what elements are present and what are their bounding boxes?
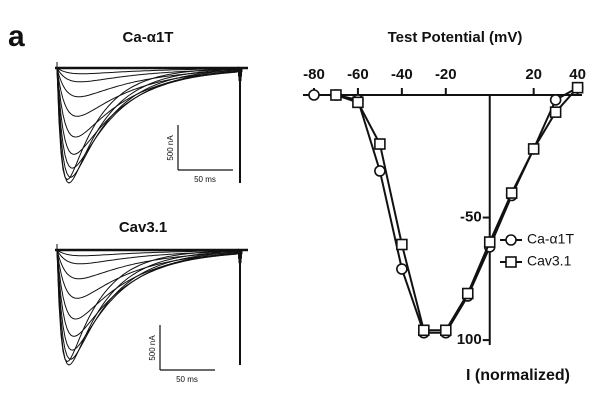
panel-label: a: [8, 20, 25, 53]
data-point: [527, 143, 540, 155]
current-trace: [56, 244, 248, 360]
x-axis-title: Test Potential (mV): [388, 29, 523, 46]
data-point: [396, 263, 408, 275]
legend-label: Cav3.1: [527, 253, 572, 269]
x-tick-label: -80: [303, 66, 325, 83]
y-tick-label: -50: [460, 209, 482, 226]
data-point: [571, 81, 584, 94]
data-point: [549, 94, 562, 106]
data-point: [330, 89, 342, 101]
current-trace: [56, 244, 248, 337]
current-trace: [56, 244, 248, 366]
legend-label: Ca-α1T: [527, 231, 574, 247]
x-tick-label: -20: [435, 66, 457, 83]
current-trace: [56, 62, 248, 155]
scale-label: 500 nA: [166, 135, 175, 161]
current-trace: [56, 62, 248, 178]
data-point: [352, 96, 364, 109]
iv-plot: -80 -60 -40 -20 20 40 -50 100 Ca-α1T Cav3.1: [303, 66, 586, 348]
current-trace: [56, 244, 248, 269]
data-point: [374, 165, 386, 177]
scale-label: 50 ms: [194, 175, 216, 184]
data-point: [549, 106, 562, 118]
series-line: [314, 86, 579, 334]
current-trace: [56, 244, 248, 363]
legend-marker: [505, 234, 517, 246]
y-tick-label: 100: [457, 331, 482, 348]
data-point: [483, 236, 496, 248]
data-point: [439, 324, 452, 337]
data-point: [396, 238, 408, 251]
x-tick-label: 40: [569, 66, 586, 83]
data-point: [308, 89, 320, 101]
current-trace: [56, 62, 248, 181]
data-point: [505, 187, 518, 199]
x-tick-label: -60: [347, 66, 369, 83]
trace-title: Cav3.1: [119, 219, 167, 236]
data-point: [374, 138, 386, 150]
legend-marker: [505, 256, 517, 268]
current-trace: [56, 62, 248, 184]
scale-bars: [159, 125, 233, 371]
current-trace: [56, 62, 248, 87]
current-traces: [55, 62, 248, 366]
scale-label: 50 ms: [176, 375, 198, 384]
data-point: [461, 287, 474, 300]
data-point: [418, 324, 430, 337]
x-tick-label: 20: [525, 66, 542, 83]
series-line: [335, 86, 579, 332]
scale-label: 500 nA: [148, 335, 157, 361]
trace-title: Ca-α1T: [123, 29, 174, 46]
x-tick-label: -40: [391, 66, 413, 83]
y-axis-title: I (normalized): [466, 367, 570, 384]
